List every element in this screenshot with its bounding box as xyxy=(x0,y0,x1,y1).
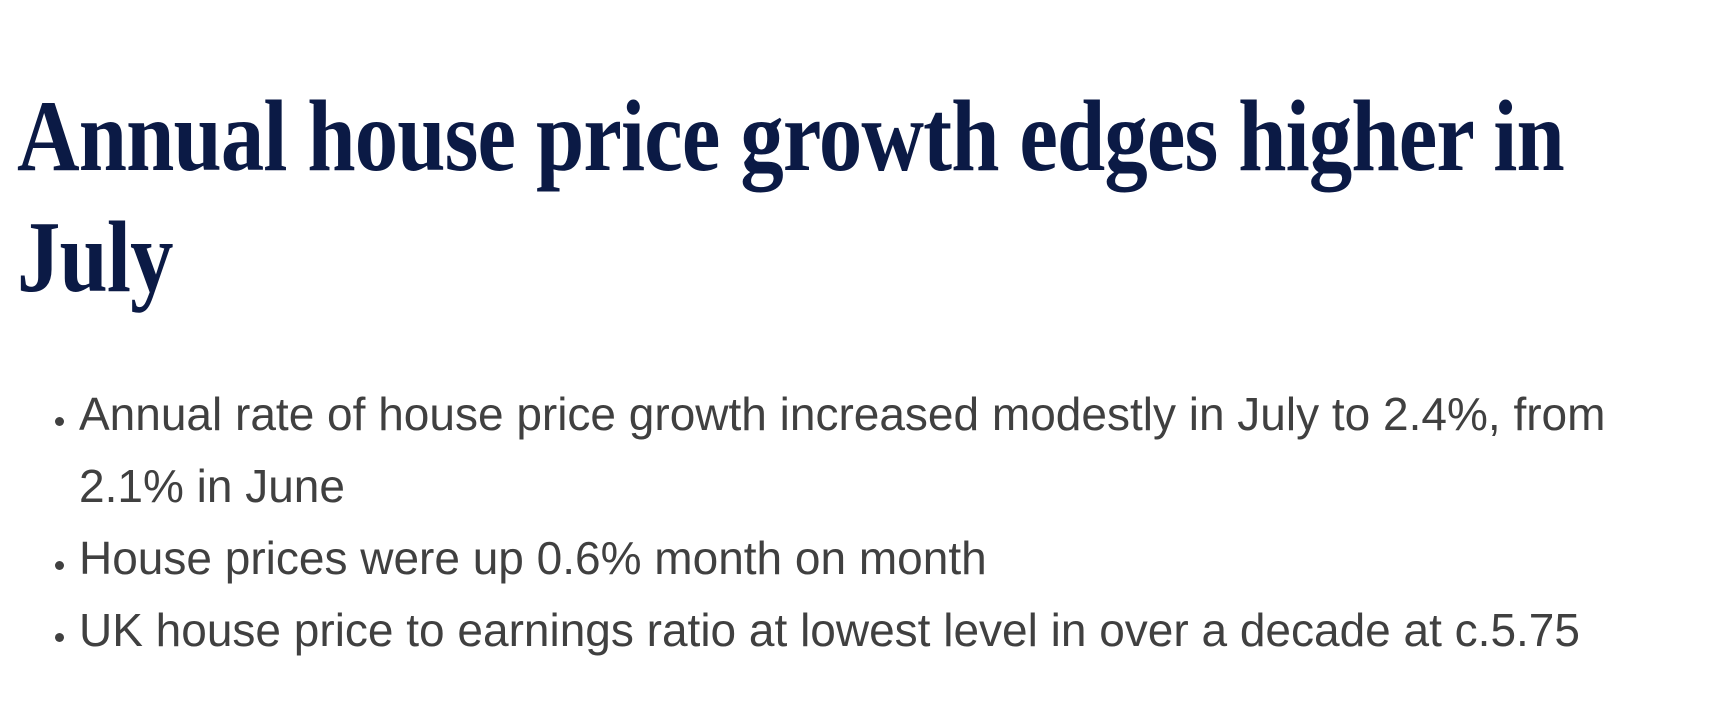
title-wrap: Annual house price growth edges higher i… xyxy=(17,76,1707,318)
bullet-item: Annual rate of house price growth increa… xyxy=(79,378,1699,522)
headline: Annual house price growth edges higher i… xyxy=(17,80,1565,314)
bullet-list: Annual rate of house price growth increa… xyxy=(0,378,1699,666)
bullet-item: House prices were up 0.6% month on month xyxy=(79,522,1699,594)
bullet-item: UK house price to earnings ratio at lowe… xyxy=(79,594,1699,666)
